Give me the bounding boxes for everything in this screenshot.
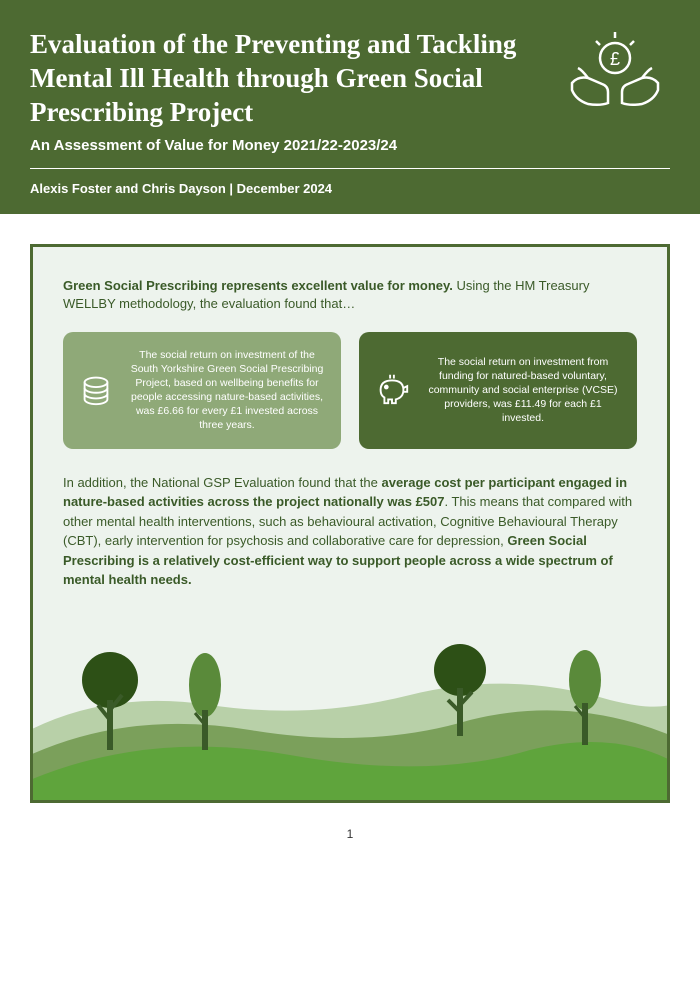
intro-strong: Green Social Prescribing represents exce… [63, 278, 453, 293]
header-top-row: Evaluation of the Preventing and Tacklin… [30, 28, 670, 154]
body-pre: In addition, the National GSP Evaluation… [63, 475, 381, 490]
landscape-illustration [33, 610, 667, 800]
svg-text:£: £ [610, 49, 620, 69]
coins-icon [77, 369, 115, 412]
page-number: 1 [30, 827, 670, 841]
roi-card-vcse: The social return on investment from fun… [359, 332, 637, 449]
authors-line: Alexis Foster and Chris Dayson | Decembe… [30, 181, 670, 196]
roi-card-project-text: The social return on investment of the S… [127, 348, 327, 433]
intro-paragraph: Green Social Prescribing represents exce… [63, 277, 637, 313]
content-area: Green Social Prescribing represents exce… [0, 214, 700, 860]
roi-card-vcse-text: The social return on investment from fun… [423, 355, 623, 426]
roi-card-project: The social return on investment of the S… [63, 332, 341, 449]
roi-cards: The social return on investment of the S… [63, 332, 637, 449]
body-paragraph: In addition, the National GSP Evaluation… [63, 473, 637, 590]
report-title: Evaluation of the Preventing and Tacklin… [30, 28, 540, 129]
info-panel: Green Social Prescribing represents exce… [30, 244, 670, 802]
title-block: Evaluation of the Preventing and Tacklin… [30, 28, 560, 154]
report-subtitle: An Assessment of Value for Money 2021/22… [30, 137, 540, 154]
piggy-bank-icon [373, 369, 411, 412]
hands-pound-icon: £ [560, 28, 670, 123]
header-divider [30, 168, 670, 169]
report-header: Evaluation of the Preventing and Tacklin… [0, 0, 700, 214]
